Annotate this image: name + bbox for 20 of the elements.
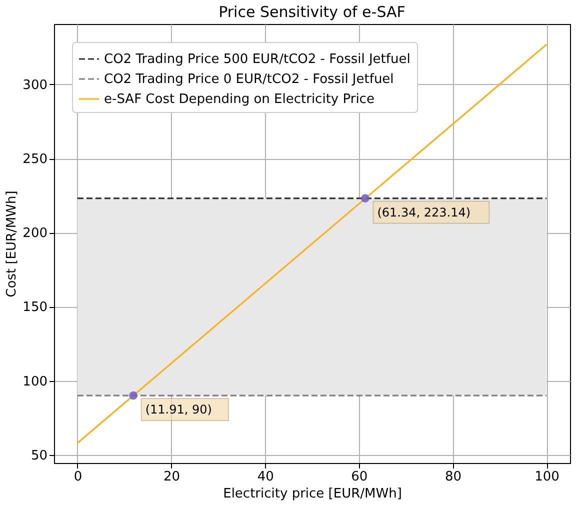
y-tick-label: 50 <box>30 448 48 464</box>
chart-title: Price Sensitivity of e-SAF <box>218 3 406 21</box>
x-tick-label: 100 <box>534 470 560 484</box>
x-tick-label: 80 <box>444 470 462 484</box>
x-tick-label: 20 <box>164 470 180 484</box>
y-tick-label: 150 <box>22 300 48 316</box>
y-tick-label: 100 <box>22 374 48 390</box>
x-tick-label: 60 <box>351 470 368 484</box>
x-tick-label: 40 <box>257 470 274 484</box>
legend-label: CO2 Trading Price 0 EUR/tCO2 - Fossil Jetfuel <box>104 72 394 87</box>
y-tick-label: 300 <box>22 78 48 93</box>
x-tick-label: 0 <box>74 470 82 484</box>
y-tick-label: 200 <box>22 226 48 242</box>
annotation: (11.91, 90) <box>145 402 212 417</box>
legend-label: CO2 Trading Price 500 EUR/tCO2 - Fossil Jetfuel <box>104 52 410 67</box>
y-axis-title: Cost [EUR/MWh] <box>4 190 20 298</box>
legend-label: e-SAF Cost Depending on Electricity Price <box>104 92 374 107</box>
y-tick-label: 250 <box>22 152 48 168</box>
annotation: (61.34, 223.14) <box>377 205 471 220</box>
x-axis-title: Electricity price [EUR/MWh] <box>223 486 402 502</box>
